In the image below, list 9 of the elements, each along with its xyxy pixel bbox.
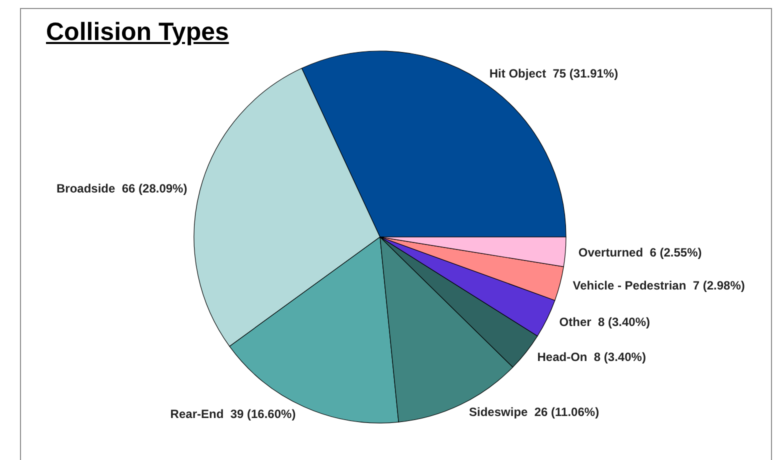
slice-label: Other 8 (3.40%): [559, 315, 650, 330]
slice-label: Overturned 6 (2.55%): [578, 246, 702, 260]
slice-label: Broadside 66 (28.09%): [56, 181, 188, 196]
slice-label: Vehicle - Pedestrian 7 (2.98%): [572, 278, 745, 293]
slice-label: Head-On 8 (3.40%): [537, 350, 646, 364]
slice-label: Rear-End 39 (16.60%): [170, 407, 296, 422]
chart-title: Collision Types: [46, 18, 229, 47]
slice-label: Sideswipe 26 (11.06%): [469, 404, 600, 419]
slice-label: Hit Object 75 (31.91%): [489, 66, 618, 80]
